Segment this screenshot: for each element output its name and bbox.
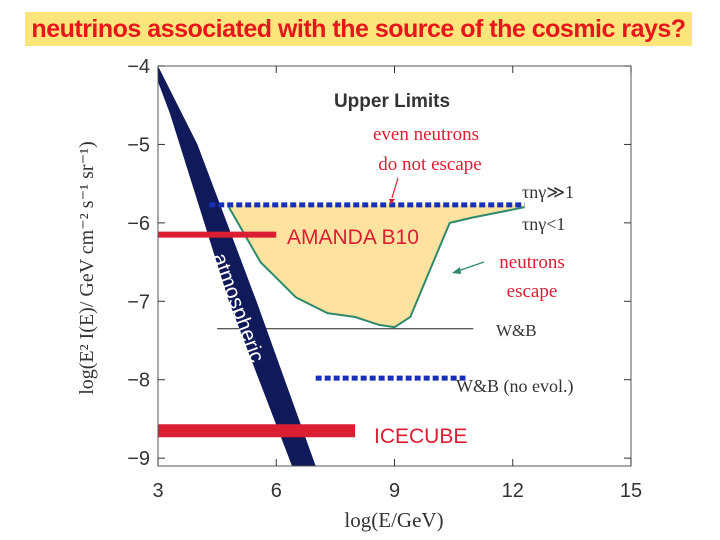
page-title: neutrinos associated with the source of … (31, 15, 686, 43)
even-neutrons-arrow (391, 177, 399, 199)
y-axis-title: log(E² I(E)/ GeV cm⁻² s⁻¹ sr⁻¹) (76, 141, 98, 395)
x-tick-label: 15 (620, 480, 642, 502)
x-tick-label: 6 (271, 480, 282, 502)
y-tick-label: −6 (127, 213, 150, 235)
amanda-label: AMANDA B10 (287, 226, 419, 249)
icecube-label: ICECUBE (374, 425, 467, 448)
even-neutrons-arrowhead (389, 199, 395, 205)
atmospheric-band (158, 68, 316, 466)
neutrons-escape-arrow (457, 261, 485, 272)
x-axis-title: log(E/GeV) (344, 508, 443, 532)
neutrons-escape-label-line1: neutrons (499, 252, 564, 273)
y-tick-label: −5 (127, 134, 150, 156)
tau-less-label: τnγ<1 (522, 214, 565, 234)
x-tick-label: 12 (502, 480, 524, 502)
tau-much-greater-label: τnγ≫1 (522, 182, 574, 202)
wb-no-evol-label: W&B (no evol.) (456, 376, 573, 397)
x-tick-label: 3 (152, 480, 163, 502)
y-tick-label: −9 (127, 448, 150, 470)
even-neutrons-label-line1: even neutrons (373, 124, 479, 145)
y-tick-label: −8 (127, 370, 150, 392)
upper-limits-label: Upper Limits (334, 91, 450, 112)
y-tick-label: −4 (127, 56, 150, 78)
y-tick-label: −7 (127, 291, 150, 313)
neutrons-escape-arrowhead (452, 267, 461, 274)
neutrons-escape-region (228, 204, 525, 328)
title-banner: neutrinos associated with the source of … (25, 12, 692, 46)
x-tick-label: 9 (389, 480, 400, 502)
wb-label: W&B (496, 321, 537, 340)
neutrons-escape-label-line2: escape (507, 281, 558, 302)
even-neutrons-label-line2: do not escape (378, 154, 481, 175)
tau-less-than-one-curve (228, 206, 525, 329)
